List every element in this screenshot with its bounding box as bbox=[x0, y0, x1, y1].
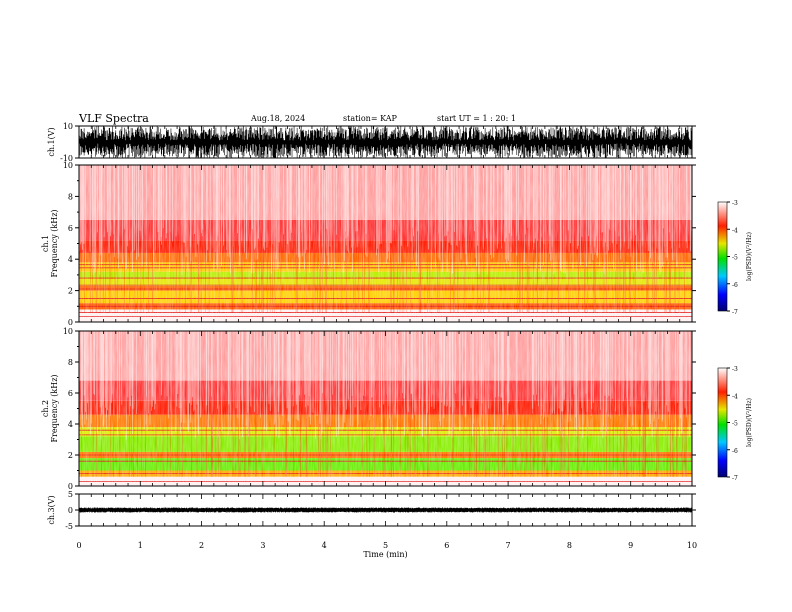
x-tick-label: 3 bbox=[260, 541, 265, 550]
noise-overlay bbox=[79, 165, 692, 322]
x-axis-label: Time (min) bbox=[363, 550, 407, 559]
x-tick-label: 10 bbox=[687, 541, 697, 550]
colorbar-tick-label: -3 bbox=[732, 200, 738, 207]
ch2_spectrogram-colorbar bbox=[717, 367, 728, 478]
ch2_spectrogram-ylabel: ch.2 bbox=[41, 400, 50, 417]
y-tick-label: -5 bbox=[65, 522, 73, 531]
y-tick-label: 2 bbox=[68, 451, 73, 460]
station-label: station= KAP bbox=[343, 114, 397, 123]
colorbar-tick-label: -3 bbox=[732, 366, 738, 373]
y-tick-label: 10 bbox=[63, 161, 73, 170]
start-time-label: start UT = 1 : 20: 1 bbox=[437, 114, 516, 123]
time-axis: 0 1 2 3 4 5 6 7 8 9 10 Time (min) bbox=[76, 541, 697, 559]
x-tick-label: 0 bbox=[76, 541, 81, 550]
ch3-waveform-panel: 5 0 -5 ch.3(V) bbox=[47, 490, 696, 531]
colorbar-tick-label: -7 bbox=[732, 475, 738, 482]
y-tick-label: 0 bbox=[68, 318, 73, 327]
colorbar-tick-label: -5 bbox=[732, 255, 738, 262]
x-tick-label: 7 bbox=[506, 541, 511, 550]
ch3_waveform-trace bbox=[78, 507, 693, 513]
colorbar-tick-label: -6 bbox=[732, 282, 738, 289]
y-tick-label: 6 bbox=[68, 389, 73, 398]
y-tick-label: 4 bbox=[68, 420, 73, 429]
y-tick-label: 8 bbox=[68, 192, 73, 201]
x-tick-label: 4 bbox=[322, 541, 327, 550]
y-tick-label: 0 bbox=[68, 482, 73, 491]
y-tick-label: 6 bbox=[68, 224, 73, 233]
ch1_spectrogram-ylabel: Frequency (kHz) bbox=[50, 209, 59, 277]
date-label: Aug.18, 2024 bbox=[251, 114, 306, 123]
ch2-spectrogram-panel: 0 2 4 6 8 10 ch.2 Frequency (kHz) bbox=[41, 327, 696, 491]
y-tick-label: 5 bbox=[68, 490, 73, 499]
colorbars: -3 -4 -5 -6 -7 log(PSD)(V²/Hz) -3 -4 -5 -6 -7 log(P… bbox=[717, 200, 753, 482]
x-tick-label: 1 bbox=[138, 541, 143, 550]
ch1_spectrogram-colorbar-label: log(PSD)(V²/Hz) bbox=[746, 232, 753, 281]
x-tick-label: 2 bbox=[199, 541, 204, 550]
colorbar-tick-label: -6 bbox=[732, 448, 738, 455]
figure-title: VLF Spectra bbox=[79, 112, 149, 125]
x-tick-label: 6 bbox=[444, 541, 449, 550]
y-tick-label: 8 bbox=[68, 358, 73, 367]
x-tick-label: 8 bbox=[567, 541, 572, 550]
ch2_spectrogram-colorbar-label: log(PSD)(V²/Hz) bbox=[746, 398, 753, 447]
ch1_waveform-ylabel: ch.1(V) bbox=[47, 127, 56, 156]
noise-overlay bbox=[79, 331, 692, 486]
colorbar-tick-label: -4 bbox=[732, 393, 738, 400]
y-tick-label: 10 bbox=[63, 327, 73, 336]
y-tick-label: 0 bbox=[68, 506, 73, 515]
ch1_spectrogram-ylabel: ch.1 bbox=[41, 235, 50, 252]
x-tick-label: 9 bbox=[628, 541, 633, 550]
ch1-spectrogram-panel: 0 2 4 6 8 10 ch.1 Frequency (kHz) bbox=[41, 161, 696, 327]
y-tick-label: 4 bbox=[68, 255, 73, 264]
y-tick-label: -10 bbox=[60, 154, 73, 163]
ch2_spectrogram-ylabel: Frequency (kHz) bbox=[50, 374, 59, 442]
x-tick-label: 5 bbox=[383, 541, 388, 550]
y-tick-label: 2 bbox=[68, 287, 73, 296]
ch3_waveform-ylabel: ch.3(V) bbox=[47, 495, 56, 524]
colorbar-tick-label: -4 bbox=[732, 227, 738, 234]
y-tick-label: 10 bbox=[63, 122, 73, 131]
ch1-waveform-panel: 10 -10 ch.1(V) bbox=[47, 122, 696, 163]
ch1_spectrogram-colorbar bbox=[717, 201, 728, 312]
colorbar-tick-label: -7 bbox=[732, 309, 738, 316]
colorbar-tick-label: -5 bbox=[732, 421, 738, 428]
